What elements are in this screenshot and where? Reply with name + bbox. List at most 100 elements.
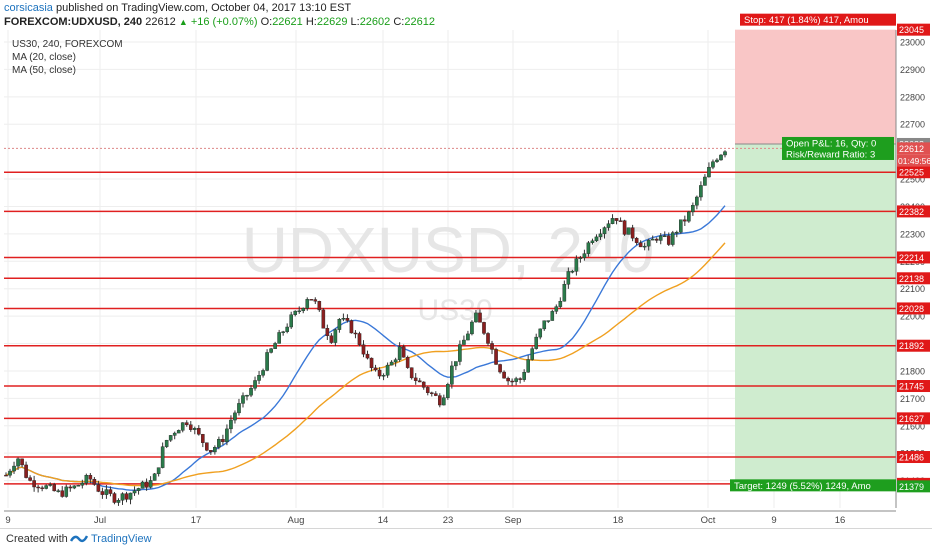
current-price-tag-bg (897, 142, 930, 155)
candle-body (715, 159, 719, 162)
candle-body (691, 205, 695, 213)
target-price-tag: 21379 (899, 482, 924, 492)
candle-body (518, 378, 522, 380)
candle-body (462, 339, 466, 345)
up-arrow-icon: ▲ (178, 17, 188, 27)
level-price-tag-bg (897, 251, 930, 264)
candle-body (265, 352, 269, 371)
candle-body (618, 220, 623, 222)
candle-body (297, 310, 302, 313)
candle-body (108, 489, 113, 494)
candle-body (466, 333, 470, 341)
last-price: 22612 (145, 16, 176, 28)
candle-body (699, 185, 703, 198)
candle-body (4, 474, 8, 477)
candle-body (590, 240, 595, 243)
candle-body (614, 218, 619, 221)
candle-body (96, 484, 101, 492)
time-tick-label: 16 (835, 515, 846, 526)
candle-body (140, 481, 145, 489)
price-tick-label: 21700 (900, 394, 925, 404)
tradingview-brand[interactable]: TradingView (91, 533, 152, 545)
candle-body (136, 488, 141, 491)
candle-body (168, 435, 173, 441)
candle-body (598, 233, 603, 238)
candle-body (723, 151, 727, 156)
candle-body (514, 378, 518, 382)
target-label: Target: 1249 (5.52%) 1249, Amo (734, 481, 871, 492)
candle-body (482, 322, 486, 334)
candle-body (245, 394, 249, 397)
candle-body (132, 490, 137, 494)
price-tick-label: 23000 (900, 38, 925, 48)
candle-body (241, 395, 245, 404)
moving-averages (5, 205, 726, 491)
level-price-tag: 22525 (899, 168, 924, 178)
candle-body (695, 196, 699, 206)
created-with-text: Created with (6, 533, 68, 545)
candle-body (128, 492, 133, 500)
candle-body (486, 333, 490, 344)
level-price-tag-bg (897, 205, 930, 218)
candle-body (381, 375, 386, 377)
countdown-tag: 01:49:56 (898, 156, 931, 166)
candle-body (622, 220, 627, 235)
ma20-line (5, 205, 726, 491)
candle-body (92, 479, 97, 485)
candle-body (642, 245, 647, 248)
candle-body (120, 493, 125, 501)
candle-body (188, 424, 193, 430)
candle-body (377, 369, 382, 377)
time-tick-label: 14 (378, 515, 389, 526)
candle-body (433, 393, 438, 396)
candle-body (478, 312, 482, 323)
candle-body (36, 486, 40, 489)
candle-body (582, 253, 587, 259)
candle-body (28, 477, 32, 481)
candle-body (506, 377, 510, 382)
candle-body (289, 314, 293, 328)
candle-body (60, 490, 65, 497)
time-axis: 9 Jul 17 Aug 14 23 Sep 18 Oct 9 16 (4, 510, 896, 526)
candle-body (438, 395, 442, 406)
level-price-tag-bg (897, 451, 930, 464)
candle-body (116, 500, 121, 503)
rr-label-bg (782, 147, 894, 160)
candle-body (64, 486, 69, 497)
candle-body (124, 493, 129, 500)
candle-body (313, 299, 318, 302)
candle-body (192, 428, 197, 430)
level-price-tag-bg (897, 339, 930, 352)
tradingview-logo-icon[interactable] (70, 531, 88, 547)
candle-body (88, 475, 93, 480)
candle-body (176, 430, 181, 434)
high-value: 22629 (316, 16, 348, 28)
candle-body (670, 232, 675, 245)
candle-body (550, 311, 555, 321)
level-price-tag-bg (897, 272, 930, 285)
candle-body (626, 227, 631, 235)
price-tick-label: 22300 (900, 229, 925, 239)
candle-body (160, 446, 165, 468)
level-price-tag: 21486 (899, 453, 924, 463)
candle-body (522, 372, 526, 380)
level-price-tag-bg (897, 166, 930, 179)
pnl-label: Open P&L: 16, Qty: 0 (786, 138, 876, 149)
candle-body (349, 320, 354, 334)
time-tick-label: 18 (613, 515, 624, 526)
publish-header: corsicasia published on TradingView.com,… (4, 2, 351, 15)
candle-body (429, 392, 434, 394)
candle-body (305, 299, 310, 309)
candle-body (152, 473, 157, 481)
candle-body (646, 239, 651, 247)
candle-body (261, 370, 265, 376)
candle-body (650, 238, 655, 241)
price-tick-label: 21800 (900, 366, 925, 376)
publisher-link[interactable]: corsicasia (4, 2, 53, 14)
candle-body (104, 489, 109, 495)
candle-body (301, 308, 306, 312)
candle-body (417, 380, 422, 383)
level-price-tag-bg (897, 302, 930, 315)
time-tick-label: 9 (5, 515, 10, 526)
candle-body (703, 176, 707, 186)
